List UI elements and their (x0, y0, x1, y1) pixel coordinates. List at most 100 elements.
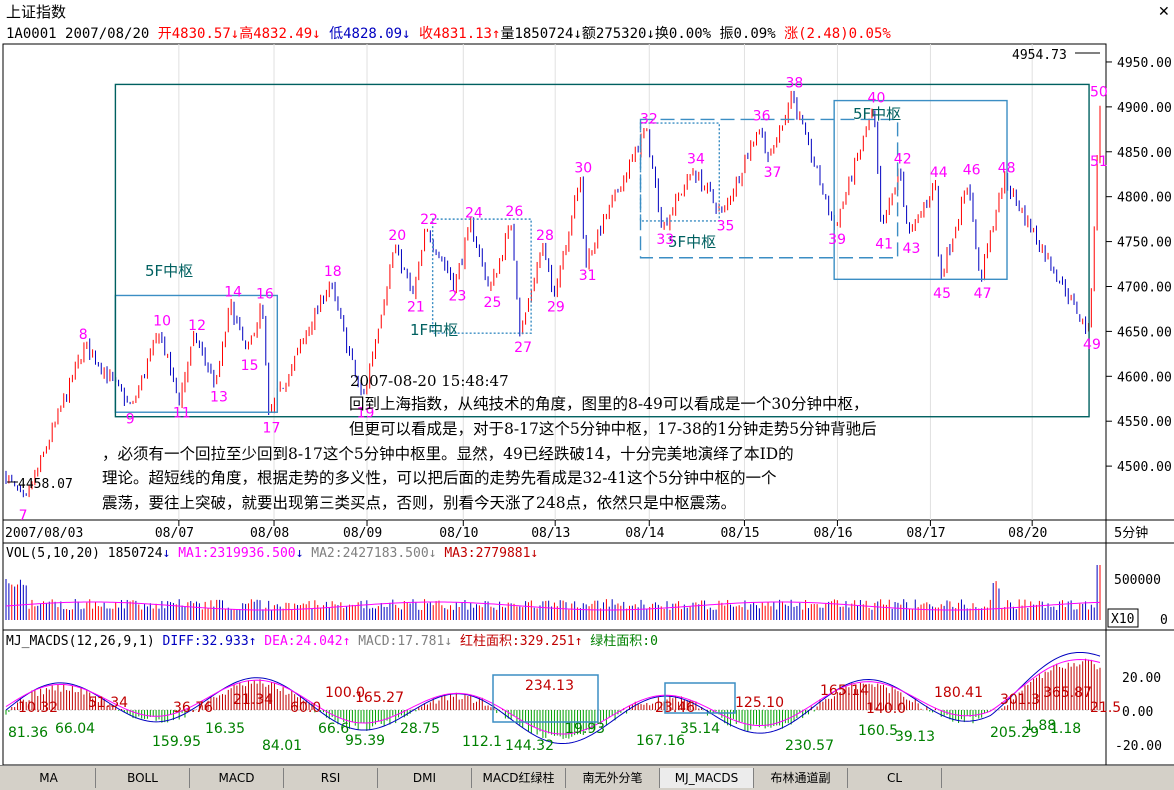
pivot-box (431, 218, 532, 334)
svg-text:MJ_MACDS(12,26,9,1) DIFF:32.93: MJ_MACDS(12,26,9,1) DIFF:32.933↑ DEA:24.… (6, 633, 658, 649)
pivot-box-label: 5F中枢 (668, 233, 716, 251)
vol-scale-badge[interactable]: X10 (1111, 612, 1134, 627)
x-tick-label: 08/09 (343, 526, 382, 541)
macd-green-label: 144.32 (505, 738, 554, 754)
swing-label-48: 48 (998, 161, 1016, 177)
volume-ma-line (5, 601, 1101, 611)
x-tick-label: 08/07 (155, 526, 194, 541)
swing-label-46: 46 (963, 163, 981, 179)
swing-label-51: 51 (1090, 154, 1108, 170)
tab-dmi[interactable]: DMI (378, 768, 472, 788)
x-tick-label: 08/13 (531, 526, 570, 541)
swing-label-34: 34 (687, 152, 705, 168)
swing-label-10: 10 (153, 313, 171, 329)
note-time: 2007-08-20 15:48:47 (350, 372, 509, 390)
macd-dea-line (5, 659, 1101, 735)
macd-red-label: 51.34 (88, 695, 128, 711)
swing-label-47: 47 (974, 286, 992, 302)
quote-vol: 1850724 (514, 26, 573, 42)
swing-label-36: 36 (753, 109, 771, 125)
y-tick-label: 4550.00 (1117, 415, 1172, 430)
swing-label-19: 19 (357, 405, 375, 421)
swing-label-44: 44 (930, 165, 948, 181)
period-label[interactable]: 5分钟 (1114, 525, 1148, 541)
x-tick-label: 2007/08/03 (5, 526, 83, 541)
svg-text:1A0001 2007/08/20 开4830.57↓高48: 1A0001 2007/08/20 开4830.57↓高4832.49↓ 低48… (6, 25, 891, 42)
macd-green-label: 66.04 (55, 721, 95, 737)
macd-tick-0: 0.00 (1122, 705, 1153, 720)
note-line-1: 回到上海指数，从纯技术的角度，图里的8-49可以看成是一个30分钟中枢， (349, 395, 869, 413)
macd-red-label: 140.0 (866, 701, 906, 717)
y-tick-label: 4700.00 (1117, 280, 1172, 295)
y-tick-label: 4650.00 (1117, 325, 1172, 340)
quote-low: 4828.09 (343, 26, 402, 42)
y-axis-ticks: 4950.00 4900.00 4850.00 4800.00 4750.00 4700.… (1106, 56, 1172, 475)
swing-label-31: 31 (579, 268, 597, 284)
tab-cl[interactable]: CL (848, 768, 942, 788)
commentary-note: 2007-08-20 15:48:47 回到上海指数，从纯技术的角度，图里的8-… (102, 372, 877, 512)
x-tick-label: 08/16 (813, 526, 852, 541)
tab-macd-redgreen[interactable]: MACD红绿柱 (472, 768, 566, 788)
tab-boll-channel[interactable]: 布林通道副 (754, 768, 848, 788)
note-line-2: 但更可以看成是，对于8-17这个5分钟中枢，17-38的1分钟走势5分钟背驰后 (349, 420, 877, 438)
volume-header: VOL(5,10,20) 1850724↓ MA1:2319936.500↓ M… (6, 546, 538, 561)
y-tick-label: 4950.00 (1117, 56, 1172, 71)
swing-label-18: 18 (324, 264, 342, 280)
macd-green-label: 66.6 (318, 721, 349, 737)
x-tick-label: 08/14 (625, 526, 664, 541)
quote-close: 4831.13 (433, 26, 492, 42)
quote-code: 1A0001 (6, 26, 57, 42)
x-tick-label: 08/08 (250, 526, 289, 541)
quote-open: 4830.57 (172, 26, 231, 42)
tab-rsi[interactable]: RSI (284, 768, 378, 788)
min-label: 4458.07 (18, 477, 73, 492)
macd-red-label: 36.76 (173, 700, 213, 716)
y-tick-label: 4750.00 (1117, 236, 1172, 251)
macd-green-label: 81.36 (8, 725, 48, 741)
x-tick-label: 08/10 (439, 526, 478, 541)
pivot-box (639, 122, 720, 222)
macd-green-label: 19.93 (565, 721, 605, 737)
quote-high: 4832.49 (253, 26, 312, 42)
max-label: 4954.73 (1012, 48, 1067, 63)
swing-label-26: 26 (505, 204, 523, 220)
close-icon[interactable]: ✕ (1158, 4, 1170, 20)
quote-bar: 1A0001 2007/08/20 开4830.57↓高4832.49↓ 低48… (6, 25, 891, 42)
x-axis-ticks: 2007/08/03 08/07 08/08 08/09 08/10 08/13 08/14… (5, 520, 1047, 541)
candles (5, 90, 1101, 498)
macd-green-label: 112.1 (462, 734, 502, 750)
swing-label-22: 22 (420, 212, 438, 228)
quote-turnover: 0.00% (669, 26, 712, 42)
annotation-boxes: 5F中枢 1F中枢 5F中枢 5F中枢 (114, 83, 1090, 418)
swing-label-27: 27 (514, 340, 532, 356)
swing-label-15: 15 (241, 358, 259, 374)
swing-label-49: 49 (1083, 337, 1101, 353)
note-line-3: ，必须有一个回拉至少回到8-17这个5分钟中枢里。显然，49已经跌破14，十分完… (102, 445, 794, 463)
swing-label-50: 50 (1090, 84, 1108, 100)
swing-label-20: 20 (388, 228, 406, 244)
tab-mj-macds[interactable]: MJ_MACDS (660, 768, 754, 788)
tab-nanwu[interactable]: 南无外分笔 (566, 768, 660, 788)
swing-label-21: 21 (407, 299, 425, 315)
tab-macd[interactable]: MACD (190, 768, 284, 788)
y-tick-label: 4850.00 (1117, 146, 1172, 161)
x-tick-label: 08/15 (720, 526, 759, 541)
macd-red-label: 301.3 (1000, 692, 1040, 708)
macd-diff-line (5, 651, 1101, 745)
swing-label-17: 17 (263, 421, 281, 437)
swing-label-41: 41 (875, 237, 893, 253)
macd-green-label: 160.5 (858, 723, 898, 739)
quote-change: (2.48)0.05% (798, 26, 891, 42)
swing-label-23: 23 (449, 289, 467, 305)
macd-red-label: 10.32 (18, 700, 58, 716)
macd-green-label: 35.14 (680, 721, 720, 737)
macd-green-label: 84.01 (262, 738, 302, 754)
quote-date: 2007/08/20 (65, 26, 149, 42)
macd-red-label: 60.0 (290, 700, 321, 716)
tab-boll[interactable]: BOLL (96, 768, 190, 788)
macd-header: MJ_MACDS(12,26,9,1) DIFF:32.933↑ DEA:24.… (6, 633, 658, 649)
macd-green-label: 205.29 (990, 725, 1039, 741)
macd-tick-20: 20.00 (1122, 671, 1161, 686)
tab-ma[interactable]: MA (2, 768, 96, 788)
y-tick-label: 4800.00 (1117, 191, 1172, 206)
